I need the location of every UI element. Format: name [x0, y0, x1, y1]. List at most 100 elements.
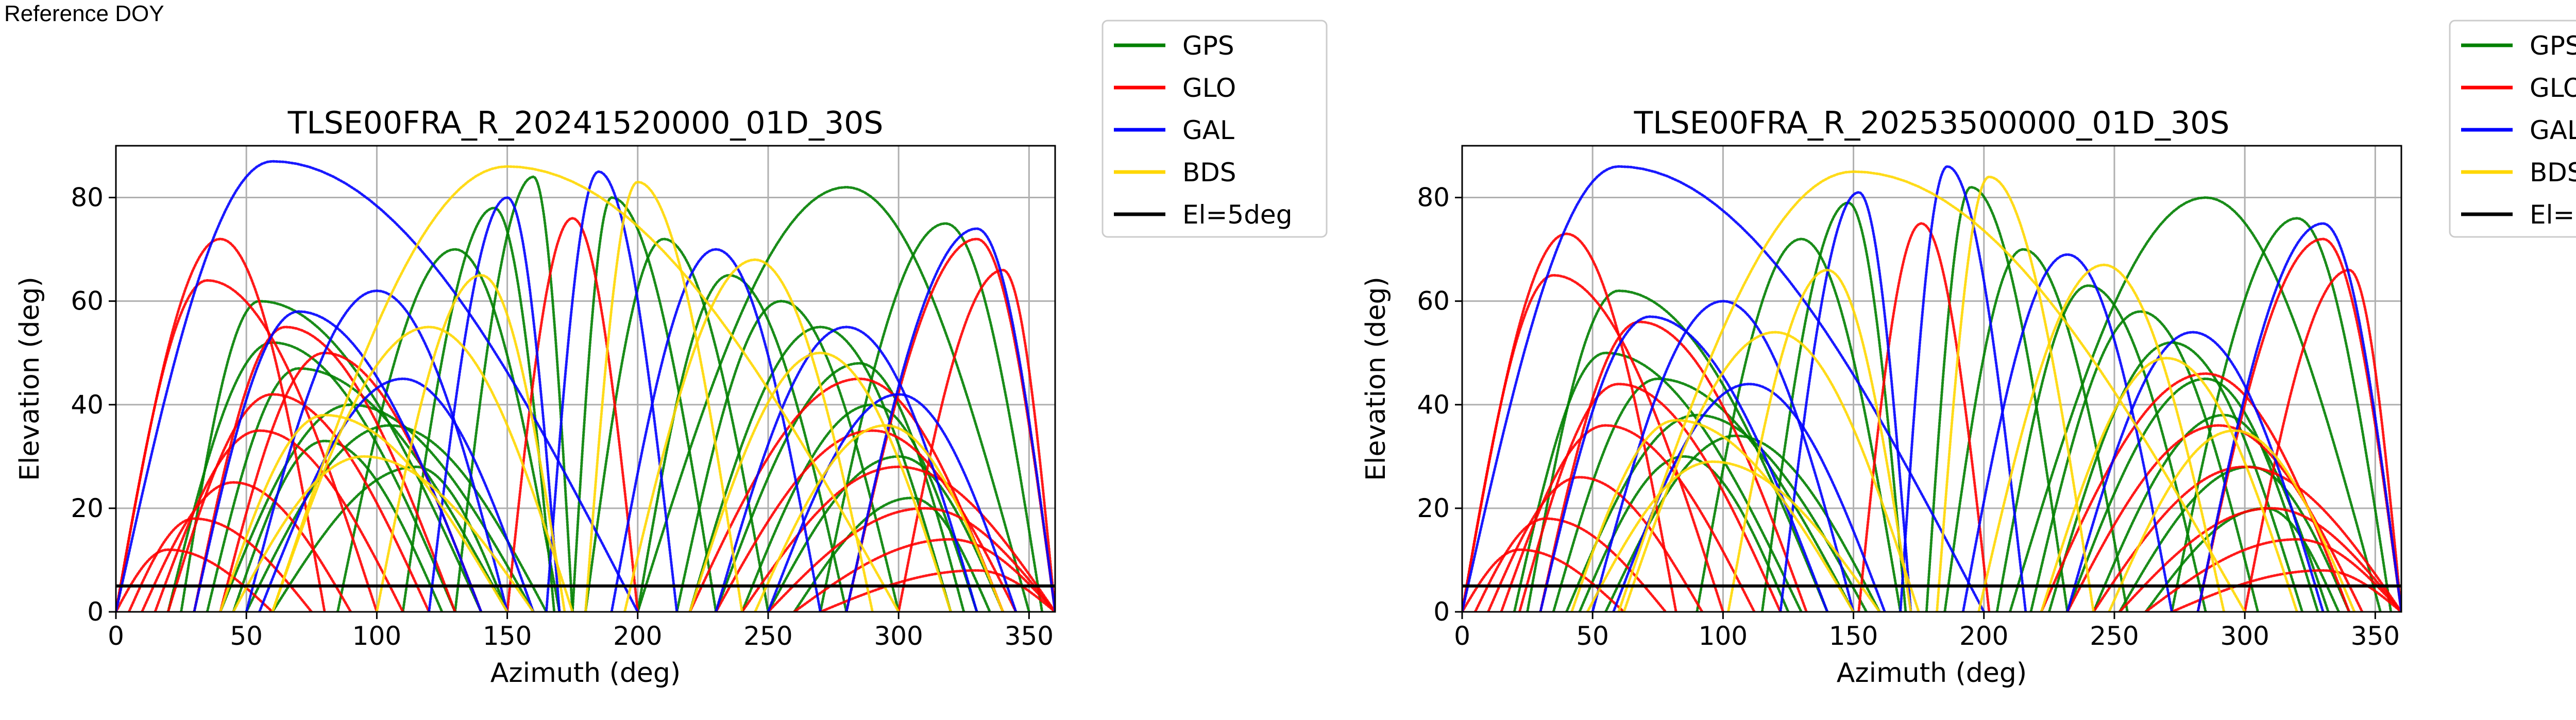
- y-tick-label: 80: [1417, 183, 1450, 213]
- track-bds: [271, 325, 574, 612]
- track-glo: [2092, 465, 2401, 612]
- track-glo: [193, 325, 456, 612]
- x-axis-label: Azimuth (deg): [490, 658, 681, 689]
- track-bds: [1977, 263, 2226, 612]
- legend-label: GLO: [2530, 73, 2576, 103]
- track-glo: [1462, 548, 1625, 612]
- track-gps: [453, 175, 574, 612]
- track-gal: [610, 248, 822, 612]
- reference-doy-label: Reference DOY: [4, 1, 164, 26]
- y-tick-label: 20: [1417, 493, 1450, 523]
- x-tick-label: 100: [352, 621, 401, 651]
- x-tick-label: 350: [2351, 621, 2400, 651]
- track-gps: [1552, 377, 1855, 612]
- track-glo: [1518, 383, 1782, 612]
- track-gps: [2008, 196, 2382, 612]
- track-gal: [1591, 300, 1855, 612]
- x-tick-label: 50: [230, 621, 263, 651]
- track-gal: [1961, 253, 2173, 612]
- track-bds: [219, 414, 509, 612]
- x-tick-label: 350: [1005, 621, 1054, 651]
- legend-label: GPS: [2530, 31, 2576, 61]
- y-tick-label: 20: [71, 493, 104, 523]
- track-gps: [2170, 217, 2393, 612]
- track-glo: [116, 237, 326, 612]
- track-glo: [2170, 569, 2401, 612]
- track-gps: [819, 222, 1044, 612]
- track-glo: [506, 217, 639, 612]
- x-tick-label: 250: [743, 621, 792, 651]
- track-gps: [1995, 284, 2207, 612]
- legend-label: El=5deg: [2530, 200, 2576, 230]
- y-axis-label: Elevation (deg): [14, 277, 45, 481]
- track-glo: [740, 465, 1055, 612]
- track-bds: [754, 424, 1005, 612]
- legend-label: BDS: [2530, 158, 2576, 187]
- axes-frame: [115, 145, 1056, 613]
- track-gps: [1565, 414, 1868, 612]
- legend-label: GAL: [2530, 115, 2576, 145]
- legend: GPS GLO GAL BDS El=5deg: [1101, 20, 1328, 238]
- track-gps: [2066, 377, 2319, 612]
- track-gal: [1779, 191, 1912, 612]
- chart-1: 0 50 100 150 200 250 300 350 0 20 40 60 80 TLSE00FRA_…: [14, 20, 1328, 689]
- track-glo: [897, 268, 1055, 612]
- track-gps: [245, 424, 548, 612]
- legend-box: [2449, 20, 2576, 238]
- track-gps: [232, 439, 444, 612]
- track-glo: [688, 377, 1005, 612]
- track-gal: [1539, 315, 1829, 612]
- track-bds: [375, 273, 566, 612]
- x-tick-label: 300: [2220, 621, 2269, 651]
- track-gps: [715, 362, 965, 612]
- track-bds: [1936, 175, 2095, 612]
- track-gal: [116, 160, 639, 612]
- track-glo: [127, 517, 313, 612]
- track-glo: [767, 507, 1055, 612]
- y-tick-label: 60: [1417, 286, 1450, 316]
- track-gps: [584, 237, 770, 612]
- legend-label: El=5deg: [1182, 200, 1292, 230]
- track-gal: [193, 310, 483, 612]
- track-gps: [271, 465, 509, 612]
- x-tick-label: 200: [1959, 621, 2008, 651]
- track-gps: [675, 300, 900, 612]
- x-tick-label: 200: [613, 621, 662, 651]
- y-tick-label: 0: [87, 597, 104, 627]
- track-glo: [1500, 424, 1756, 612]
- track-bds: [271, 165, 900, 612]
- track-gps: [2118, 465, 2351, 612]
- x-tick-label: 50: [1576, 621, 1609, 651]
- track-gps: [1925, 185, 2069, 612]
- track-glo: [141, 481, 352, 612]
- track-gal: [545, 170, 679, 612]
- track-glo: [2040, 372, 2351, 612]
- track-glo: [116, 548, 274, 612]
- track-glo: [715, 429, 1018, 612]
- track-bds: [1622, 331, 1920, 612]
- track-gal: [258, 377, 535, 612]
- track-gal: [1462, 165, 1986, 612]
- track-bds: [1727, 268, 1912, 612]
- track-gal: [2196, 222, 2401, 612]
- x-tick-label: 150: [483, 621, 532, 651]
- x-tick-label: 150: [1829, 621, 1878, 651]
- track-gps: [571, 196, 718, 612]
- track-gps: [401, 207, 556, 612]
- legend-label: GLO: [1182, 73, 1236, 103]
- track-bds: [623, 258, 874, 612]
- track-gal: [2066, 331, 2325, 612]
- track-gal: [245, 289, 509, 612]
- y-tick-label: 40: [71, 390, 104, 420]
- chart-title: TLSE00FRA_R_20253500000_01D_30S: [1634, 105, 2230, 141]
- x-tick-label: 0: [108, 621, 124, 651]
- legend: GPS GLO GAL BDS El=5deg: [2449, 20, 2576, 238]
- track-bds: [1570, 419, 1855, 612]
- y-tick-label: 0: [1433, 597, 1450, 627]
- legend-box: [1101, 20, 1328, 238]
- track-gal: [1899, 165, 2027, 612]
- track-gps: [1513, 351, 1803, 612]
- x-tick-label: 250: [2090, 621, 2139, 651]
- legend-label: BDS: [1182, 158, 1236, 187]
